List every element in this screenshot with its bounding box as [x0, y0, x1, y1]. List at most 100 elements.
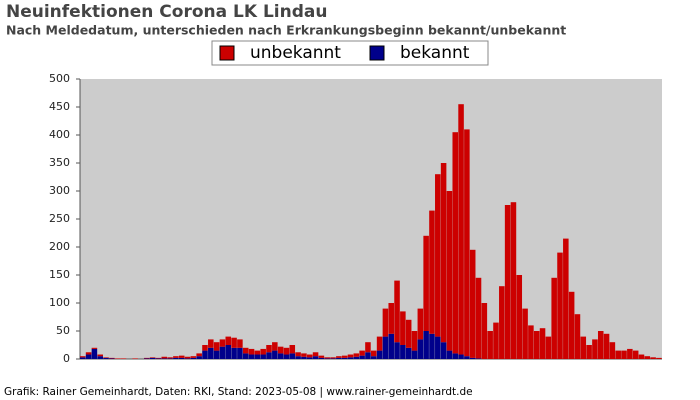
bar	[306, 354, 313, 358]
bar	[615, 350, 621, 359]
bar	[429, 333, 435, 359]
legend	[211, 40, 489, 66]
bar	[109, 357, 115, 359]
bar	[213, 350, 220, 359]
y-tick-label: 350	[49, 156, 70, 169]
bar	[289, 345, 296, 354]
bar	[266, 345, 272, 353]
bar	[225, 336, 232, 345]
bar	[475, 358, 482, 359]
bar	[429, 210, 435, 334]
bar	[533, 331, 540, 359]
bar	[359, 350, 365, 356]
bar	[528, 325, 534, 359]
bar	[388, 333, 394, 359]
bar	[644, 356, 651, 359]
y-tick-label: 150	[49, 268, 70, 281]
bar	[551, 277, 557, 359]
bar	[446, 350, 453, 359]
bar	[423, 235, 429, 331]
bar	[312, 352, 319, 357]
bar	[114, 358, 121, 359]
bar	[394, 280, 400, 343]
bar	[475, 277, 482, 359]
bar	[452, 353, 459, 359]
bar	[458, 104, 464, 355]
bar	[365, 352, 371, 359]
bar	[394, 342, 400, 359]
bar	[371, 350, 377, 357]
bar	[638, 354, 645, 359]
bar	[173, 356, 179, 358]
bar	[557, 252, 563, 359]
bar	[656, 357, 662, 359]
bar	[283, 347, 290, 355]
bar	[97, 356, 103, 359]
bar	[237, 347, 243, 359]
bar	[435, 174, 441, 337]
y-tick-label: 400	[49, 128, 70, 141]
bar	[225, 345, 232, 359]
bar	[516, 275, 523, 359]
bar	[469, 357, 476, 359]
legend-swatch	[219, 45, 235, 61]
bar	[347, 354, 354, 358]
bar	[382, 336, 389, 359]
bar	[260, 354, 266, 359]
bar	[144, 357, 150, 359]
bar	[85, 354, 92, 359]
bar	[277, 346, 284, 354]
bar	[103, 357, 109, 358]
legend-label: bekannt	[400, 43, 470, 63]
bar	[184, 356, 191, 359]
bar	[440, 163, 447, 343]
bar	[97, 354, 103, 357]
bar	[452, 132, 459, 354]
bar	[621, 350, 627, 359]
bar	[202, 345, 208, 351]
bar	[132, 358, 138, 359]
y-tick-label: 500	[49, 72, 70, 85]
bar	[277, 353, 284, 359]
bar	[568, 291, 575, 359]
bar	[318, 357, 325, 359]
bar	[376, 336, 383, 351]
bar	[411, 350, 418, 359]
y-tick-label: 100	[49, 296, 70, 309]
bar	[161, 356, 168, 359]
bar	[196, 356, 202, 359]
bar	[446, 191, 453, 351]
bar	[435, 336, 441, 359]
bar	[295, 352, 301, 357]
bar	[196, 353, 202, 357]
bar	[178, 357, 185, 359]
bar	[324, 357, 330, 359]
bar	[248, 354, 255, 359]
bar	[91, 348, 98, 359]
bar	[563, 238, 569, 359]
bar	[504, 205, 511, 359]
bar	[318, 355, 325, 358]
bar	[208, 347, 214, 359]
bar	[213, 342, 220, 351]
bar	[545, 336, 552, 359]
bar	[586, 345, 592, 359]
bar	[254, 354, 261, 359]
bar	[353, 353, 360, 357]
bar	[289, 353, 296, 359]
bar	[336, 356, 342, 358]
bar	[219, 346, 226, 359]
bar	[324, 358, 330, 359]
bar	[376, 350, 383, 359]
bar	[254, 350, 261, 355]
bar	[248, 348, 255, 355]
bar	[301, 353, 307, 357]
bar	[493, 322, 499, 359]
bar	[336, 357, 342, 359]
bar	[382, 308, 389, 337]
bar	[650, 357, 656, 359]
y-tick-label: 250	[49, 212, 70, 225]
bar	[499, 286, 505, 359]
bar	[365, 342, 371, 353]
